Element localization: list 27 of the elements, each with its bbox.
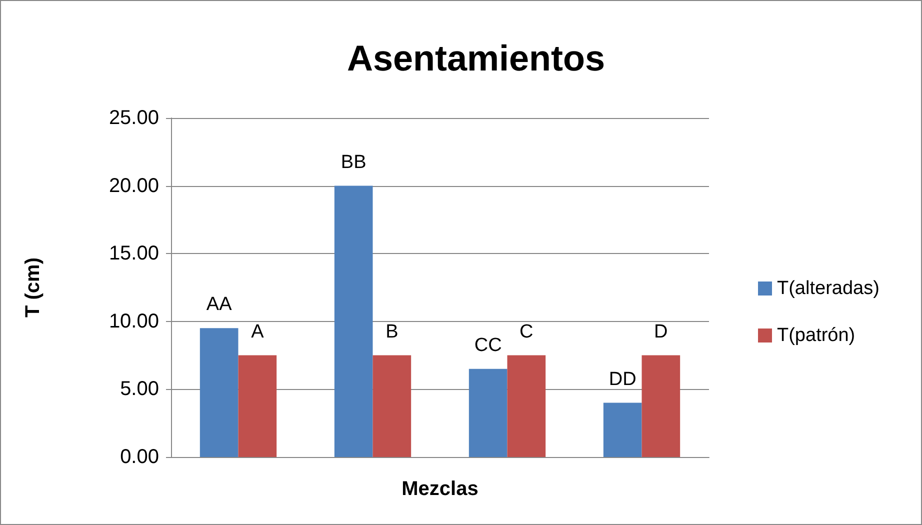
bar (200, 328, 238, 457)
bar (507, 355, 546, 457)
bar (238, 355, 277, 457)
y-tick-label: 25.00 (108, 107, 159, 129)
y-axis-title: T (cm) (22, 258, 44, 318)
y-tick-label: 20.00 (108, 174, 159, 197)
legend-label: T(alteradas) (777, 278, 880, 299)
chart-title: Asentamientos (346, 38, 606, 78)
data-label: DD (608, 368, 636, 390)
x-axis-title: Mezclas (402, 478, 478, 500)
bar (468, 368, 508, 457)
data-label: AA (206, 294, 232, 316)
y-tick-label: 15.00 (108, 242, 159, 265)
data-label: BB (340, 152, 366, 173)
bar (603, 402, 642, 457)
bar (372, 355, 412, 457)
data-label: CC (474, 334, 502, 356)
y-tick-label: 10.00 (108, 310, 159, 332)
data-label: B (386, 321, 398, 342)
data-label: A (251, 321, 264, 342)
y-tick-label: 0.00 (120, 446, 159, 468)
bar (334, 186, 373, 457)
bar (642, 355, 680, 457)
data-label: D (654, 321, 668, 342)
y-tick-label: 5.00 (120, 378, 159, 400)
legend-label: T(patrón) (777, 325, 856, 346)
data-label: C (520, 321, 534, 342)
